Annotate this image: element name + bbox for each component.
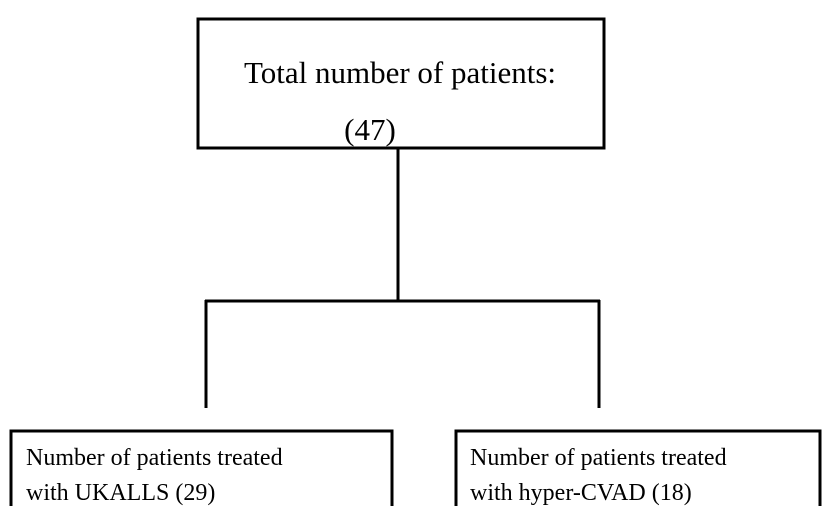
root-line: Total number of patients: xyxy=(244,55,556,90)
right-line: Number of patients treated xyxy=(470,445,727,471)
root-line: (47) xyxy=(344,112,396,147)
right-box xyxy=(454,429,822,506)
left-line: with UKALLS (29) xyxy=(26,480,215,506)
root-box xyxy=(196,17,606,150)
left-line: Number of patients treated xyxy=(26,445,283,471)
left-box xyxy=(9,429,394,506)
right-line: with hyper-CVAD (18) xyxy=(470,480,692,506)
